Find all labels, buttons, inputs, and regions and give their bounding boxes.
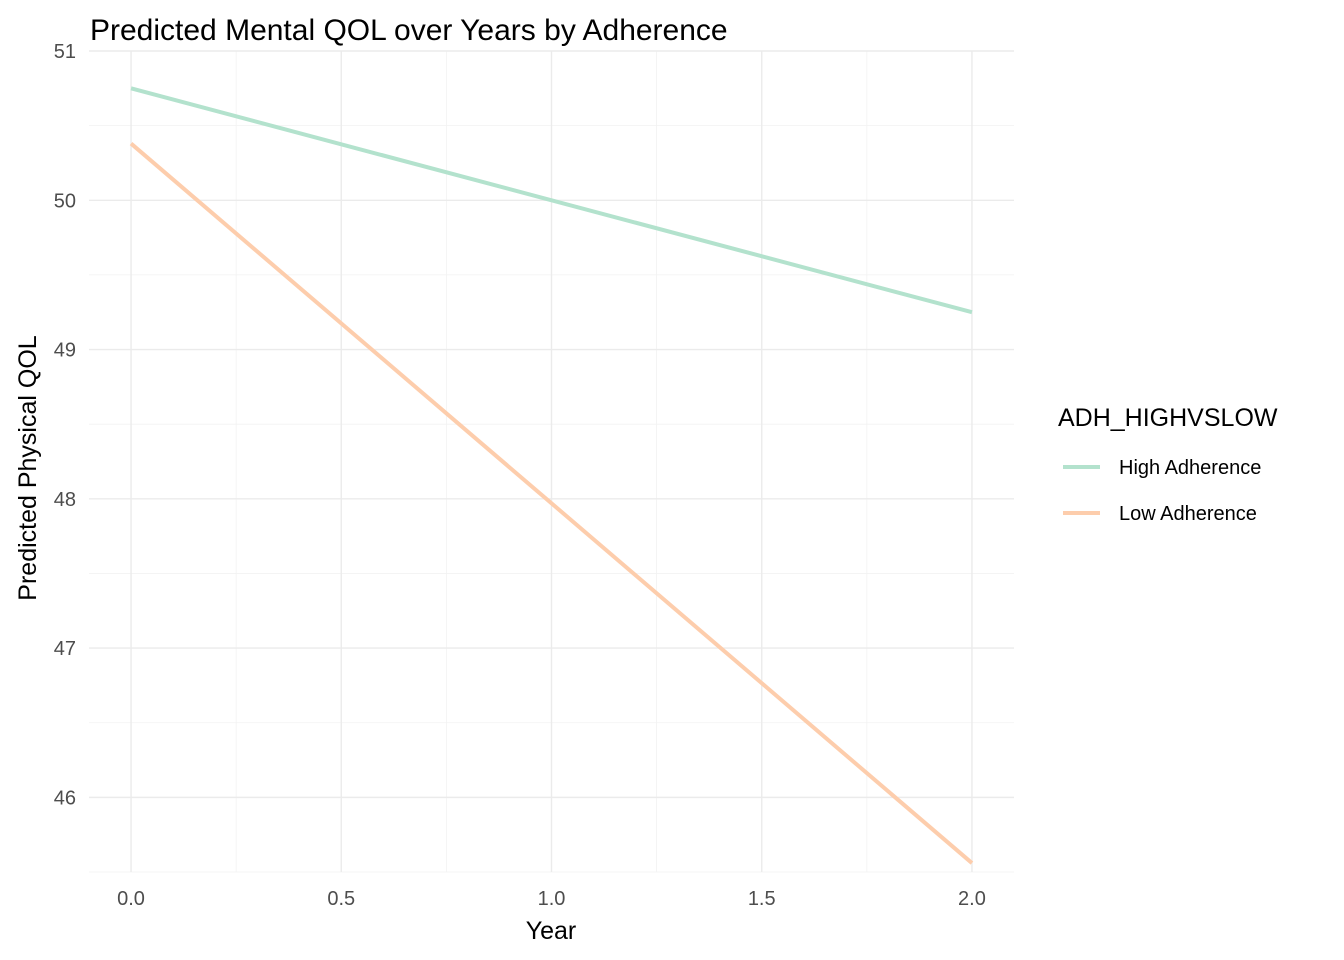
y-tick-label: 48 [54,489,76,511]
y-tick-label: 46 [54,787,76,809]
x-tick-label: 1.0 [538,888,566,910]
series-line-low-adherence [129,142,974,865]
x-tick-label: 0.5 [327,888,355,910]
y-tick-label: 51 [54,41,76,63]
y-axis-ticks: 46 47 48 49 50 51 [54,41,76,809]
x-tick-label: 1.5 [748,888,776,910]
chart-title: Predicted Mental QOL over Years by Adher… [90,14,728,47]
x-tick-label: 0.0 [117,888,145,910]
legend-label-low-adherence: Low Adherence [1119,503,1257,525]
legend: ADH_HIGHVSLOW High Adherence Low Adherenc… [1058,404,1278,525]
legend-title: ADH_HIGHVSLOW [1058,404,1278,432]
x-tick-label: 2.0 [958,888,986,910]
grid [89,50,1014,873]
x-axis-title: Year [526,917,577,945]
legend-label-high-adherence: High Adherence [1119,457,1261,479]
y-tick-label: 47 [54,638,76,660]
series-lines [129,86,974,865]
x-axis-ticks: 0.0 0.5 1.0 1.5 2.0 [117,888,986,910]
legend-items: High Adherence Low Adherence [1063,457,1261,525]
y-tick-label: 49 [54,340,76,362]
series-line-high-adherence [130,86,973,315]
y-axis-title: Predicted Physical QOL [14,335,42,600]
y-tick-label: 50 [54,190,76,212]
